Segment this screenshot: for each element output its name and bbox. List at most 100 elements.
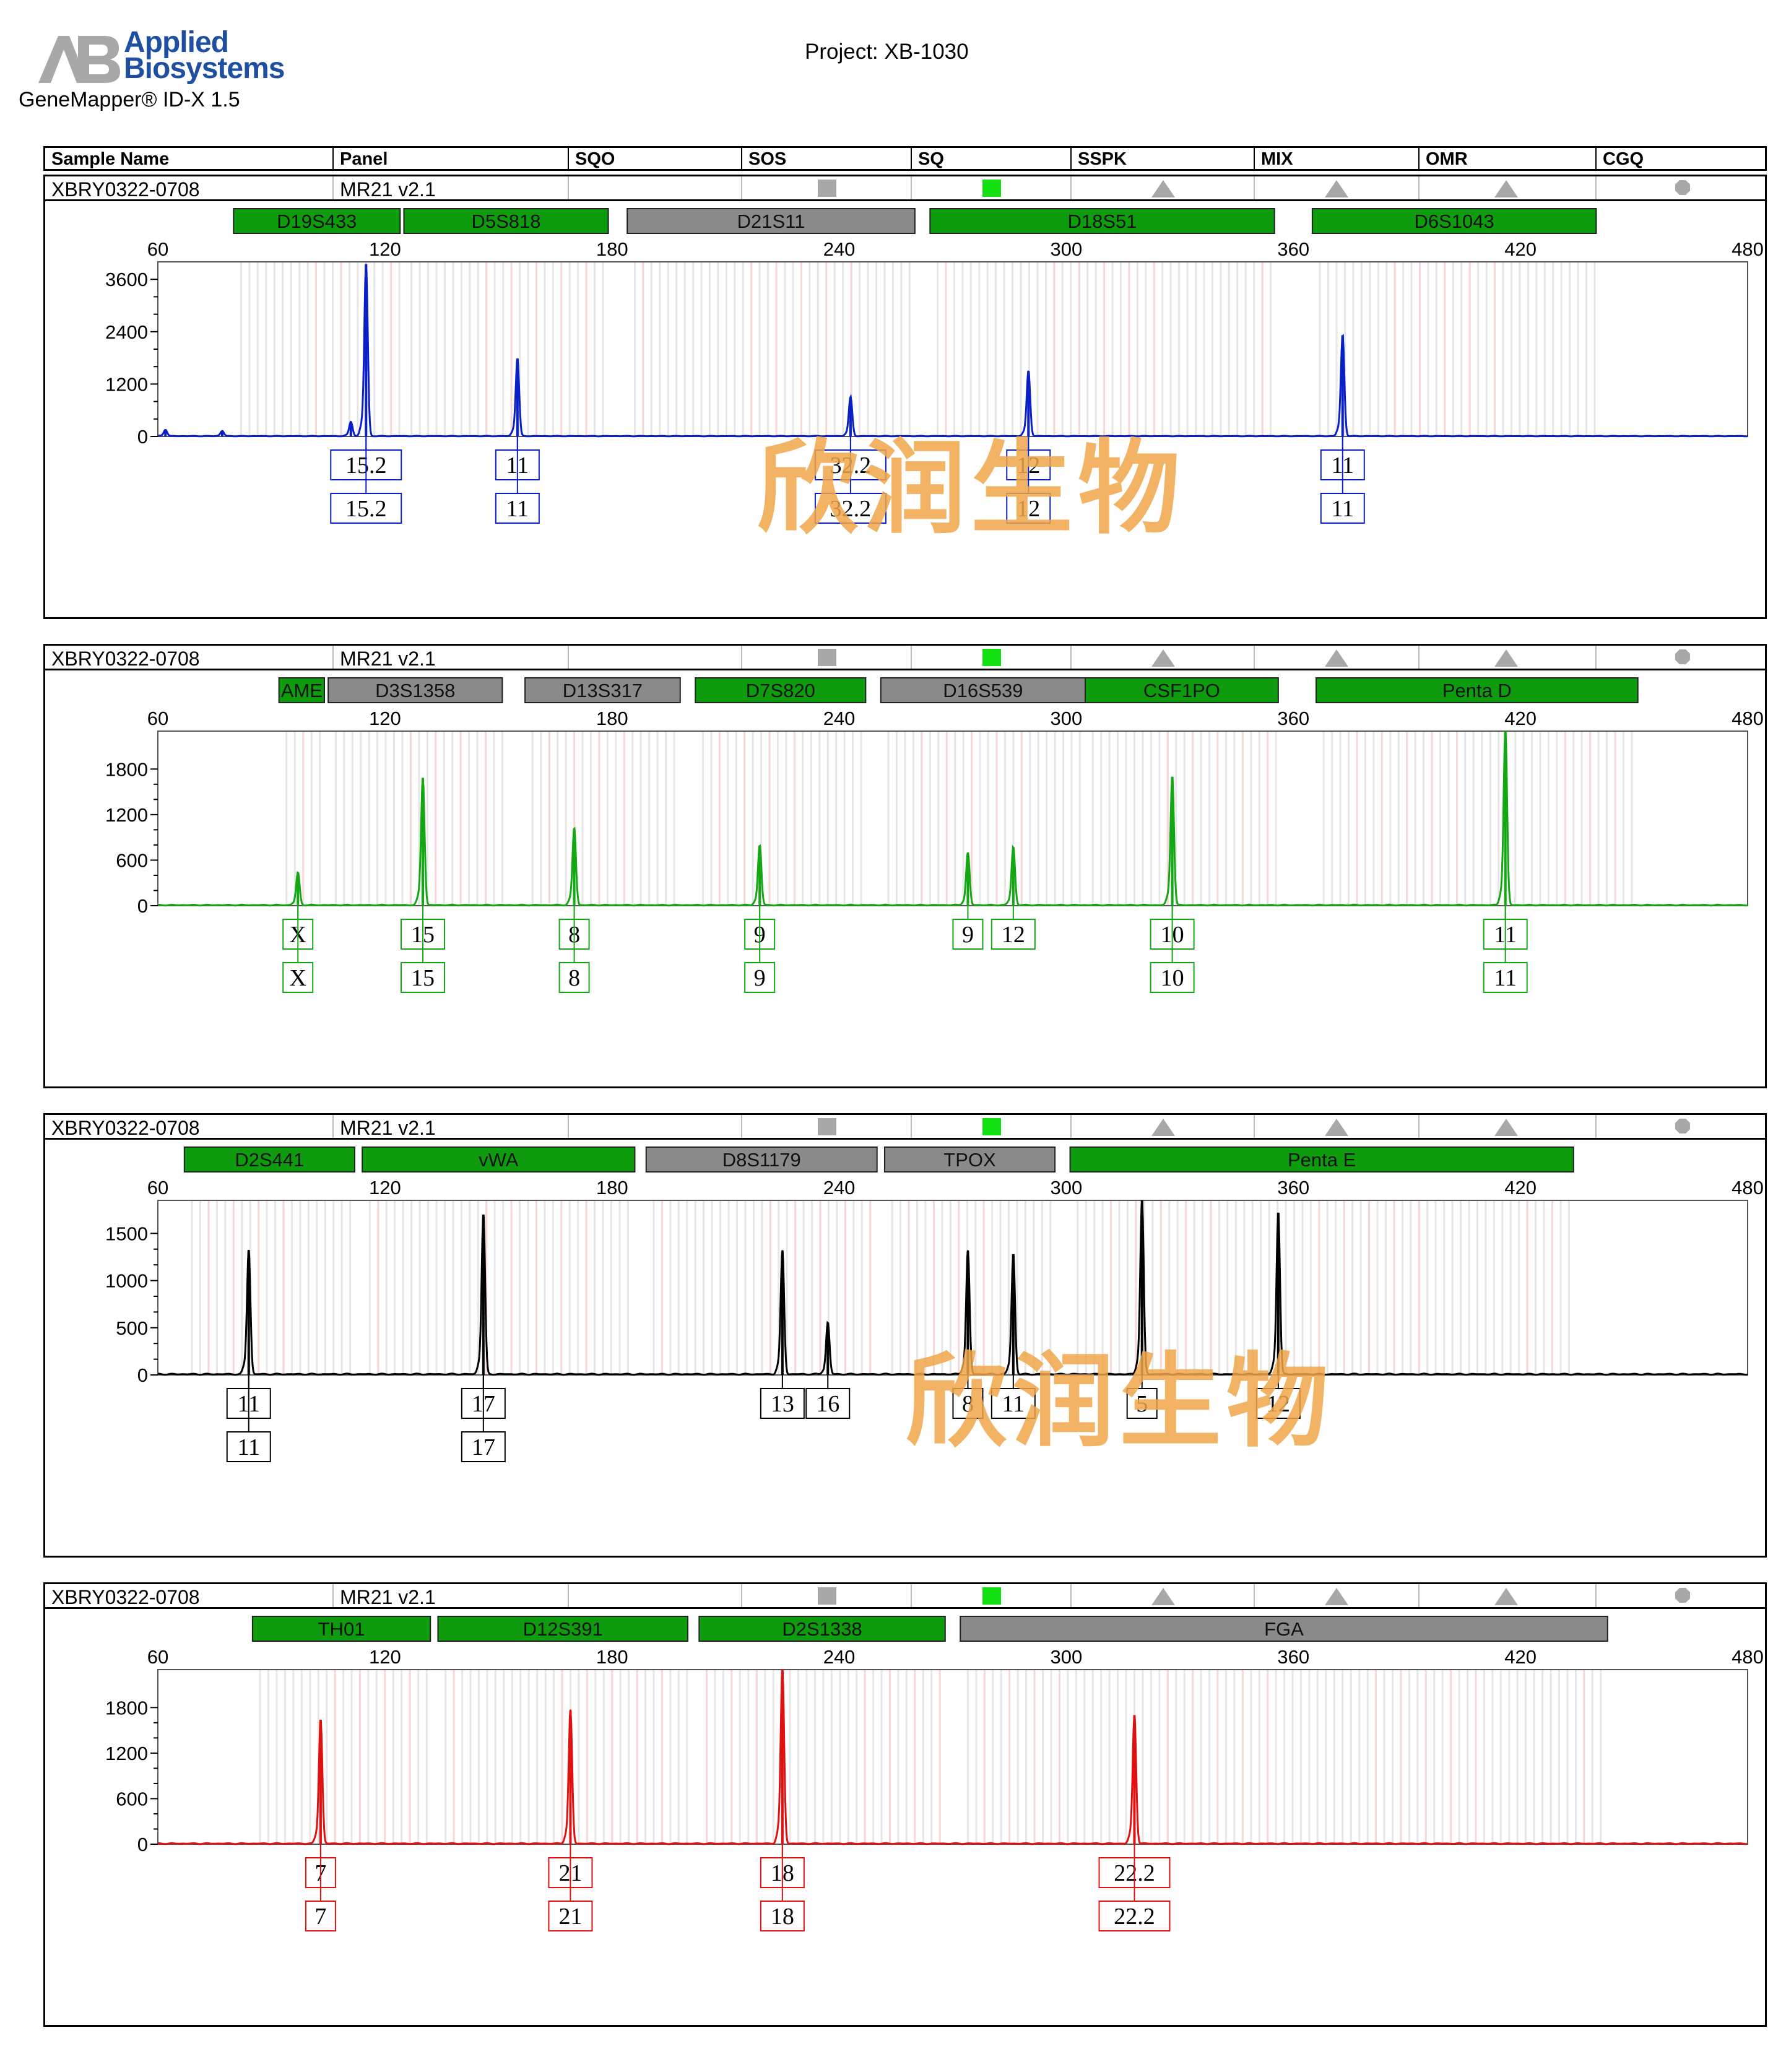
locus-d16s539[interactable]: D16S539 — [880, 677, 1086, 703]
sample-name: XBRY0322-0708 — [51, 1586, 200, 1608]
signal-trace-black — [158, 1200, 1748, 1376]
locus-d21s11[interactable]: D21S11 — [626, 208, 916, 234]
allele-label: 12 — [1267, 1391, 1290, 1417]
locus-d3s1358[interactable]: D3S1358 — [327, 677, 503, 703]
locus-label: D12S391 — [523, 1618, 603, 1640]
locus-label: D2S441 — [235, 1149, 304, 1171]
mix-gray-triangle-icon — [1325, 180, 1348, 197]
y-tick-label: 2400 — [105, 321, 148, 343]
panel-name: MR21 v2.1 — [340, 1586, 436, 1608]
allele-call-box[interactable]: 15.2 — [330, 436, 402, 524]
allele-call-box[interactable]: 10 — [1150, 906, 1195, 993]
column-header-sspk: SSPK — [1072, 148, 1255, 169]
sos-gray-square-icon — [818, 1118, 836, 1135]
locus-d13s317[interactable]: D13S317 — [524, 677, 681, 703]
locus-d2s441[interactable]: D2S441 — [183, 1147, 355, 1173]
locus-d7s820[interactable]: D7S820 — [695, 677, 867, 703]
column-header-sos: SOS — [742, 148, 912, 169]
allele-call-box[interactable]: 21 — [548, 1844, 593, 1931]
column-header-sample-name: Sample Name — [45, 148, 334, 169]
omr-gray-triangle-icon — [1494, 180, 1518, 197]
x-tick-label: 300 — [1051, 1646, 1083, 1668]
x-tick-label: 180 — [596, 708, 628, 729]
signal-trace-green — [158, 730, 1748, 907]
watermark-top: 欣润生物 — [756, 428, 1185, 548]
allele-call-box[interactable]: 11 — [226, 1375, 271, 1462]
allele-call-box[interactable]: 8 — [558, 906, 590, 993]
locus-penta-e[interactable]: Penta E — [1069, 1147, 1574, 1173]
allele-label: 5 — [1136, 1391, 1148, 1417]
y-tick-label: 0 — [137, 1834, 148, 1855]
locus-ame[interactable]: AME — [278, 677, 326, 703]
allele-call-box[interactable]: 8 — [952, 1375, 984, 1419]
info-cell — [1072, 646, 1255, 669]
allele-label: 13 — [771, 1391, 794, 1417]
info-cell — [45, 1584, 334, 1607]
allele-call-box[interactable]: 13 — [760, 1375, 805, 1419]
x-tick-label: 480 — [1732, 238, 1764, 260]
info-cell — [742, 1115, 912, 1138]
allele-call-box[interactable]: 12 — [1255, 1375, 1301, 1419]
x-tick-label: 420 — [1504, 238, 1537, 260]
allele-call-box[interactable]: 11 — [1483, 906, 1528, 993]
locus-d5s818[interactable]: D5S818 — [403, 208, 609, 234]
locus-d18s51[interactable]: D18S51 — [929, 208, 1275, 234]
bin-guides — [285, 731, 1633, 906]
locus-d8s1179[interactable]: D8S1179 — [645, 1147, 878, 1173]
allele-call-box[interactable]: 7 — [305, 1844, 336, 1931]
allele-call-box[interactable]: 12 — [991, 906, 1036, 950]
x-tick-label: 360 — [1277, 1177, 1309, 1199]
allele-call-box[interactable]: 5 — [1126, 1375, 1158, 1419]
sq-green-square-icon — [982, 649, 1001, 666]
info-cell — [569, 176, 742, 199]
locus-tpox[interactable]: TPOX — [883, 1147, 1056, 1173]
locus-d6s1043[interactable]: D6S1043 — [1311, 208, 1597, 234]
allele-label: 17 — [472, 1434, 495, 1460]
y-tick-label: 1200 — [105, 804, 148, 826]
allele-label: X — [290, 965, 306, 991]
x-tick-label: 480 — [1732, 1646, 1764, 1668]
allele-call-box[interactable]: 9 — [744, 906, 776, 993]
locus-penta-d[interactable]: Penta D — [1315, 677, 1639, 703]
info-cell — [569, 1115, 742, 1138]
info-cell — [742, 646, 912, 669]
locus-label: vWA — [479, 1149, 519, 1171]
locus-label: D21S11 — [737, 210, 805, 232]
locus-label: AME — [281, 680, 323, 701]
allele-call-box[interactable]: 11 — [495, 436, 540, 524]
allele-call-box[interactable]: 22.2 — [1098, 1844, 1171, 1931]
allele-call-box[interactable]: 32.2 — [814, 436, 886, 524]
locus-d12s391[interactable]: D12S391 — [437, 1616, 688, 1642]
allele-call-box[interactable]: 16 — [805, 1375, 851, 1419]
locus-th01[interactable]: TH01 — [251, 1616, 431, 1642]
locus-label: D2S1338 — [782, 1618, 862, 1640]
locus-d19s433[interactable]: D19S433 — [233, 208, 401, 234]
locus-fga[interactable]: FGA — [960, 1616, 1608, 1642]
locus-vwa[interactable]: vWA — [362, 1147, 636, 1173]
allele-call-box[interactable]: 11 — [1320, 436, 1365, 524]
allele-call-box[interactable]: 11 — [991, 1375, 1036, 1419]
info-cell — [45, 1115, 334, 1138]
y-tick-label: 1800 — [105, 758, 148, 780]
sos-gray-square-icon — [818, 649, 836, 666]
info-cell — [1255, 176, 1420, 199]
y-tick-label: 1000 — [105, 1270, 148, 1292]
locus-label: TPOX — [943, 1149, 996, 1171]
allele-call-box[interactable]: 15 — [401, 906, 445, 993]
bin-guides — [259, 1670, 1602, 1844]
allele-call-box[interactable]: 9 — [952, 906, 984, 950]
locus-d2s1338[interactable]: D2S1338 — [698, 1616, 946, 1642]
allele-call-box[interactable]: X — [282, 906, 314, 993]
allele-call-box[interactable]: 12 — [1006, 436, 1051, 524]
quality-flag-icons — [818, 1118, 1690, 1136]
allele-call-box[interactable]: 17 — [461, 1375, 506, 1462]
allele-call-box[interactable]: 18 — [760, 1844, 805, 1931]
x-tick-label: 360 — [1277, 238, 1309, 260]
info-cell — [45, 176, 334, 199]
locus-label: Penta D — [1442, 680, 1512, 701]
locus-csf1po[interactable]: CSF1PO — [1085, 677, 1279, 703]
signal-trace-red — [158, 1669, 1748, 1845]
info-cell — [1072, 1584, 1255, 1607]
info-cell — [1420, 176, 1597, 199]
y-tick-label: 0 — [137, 1364, 148, 1386]
